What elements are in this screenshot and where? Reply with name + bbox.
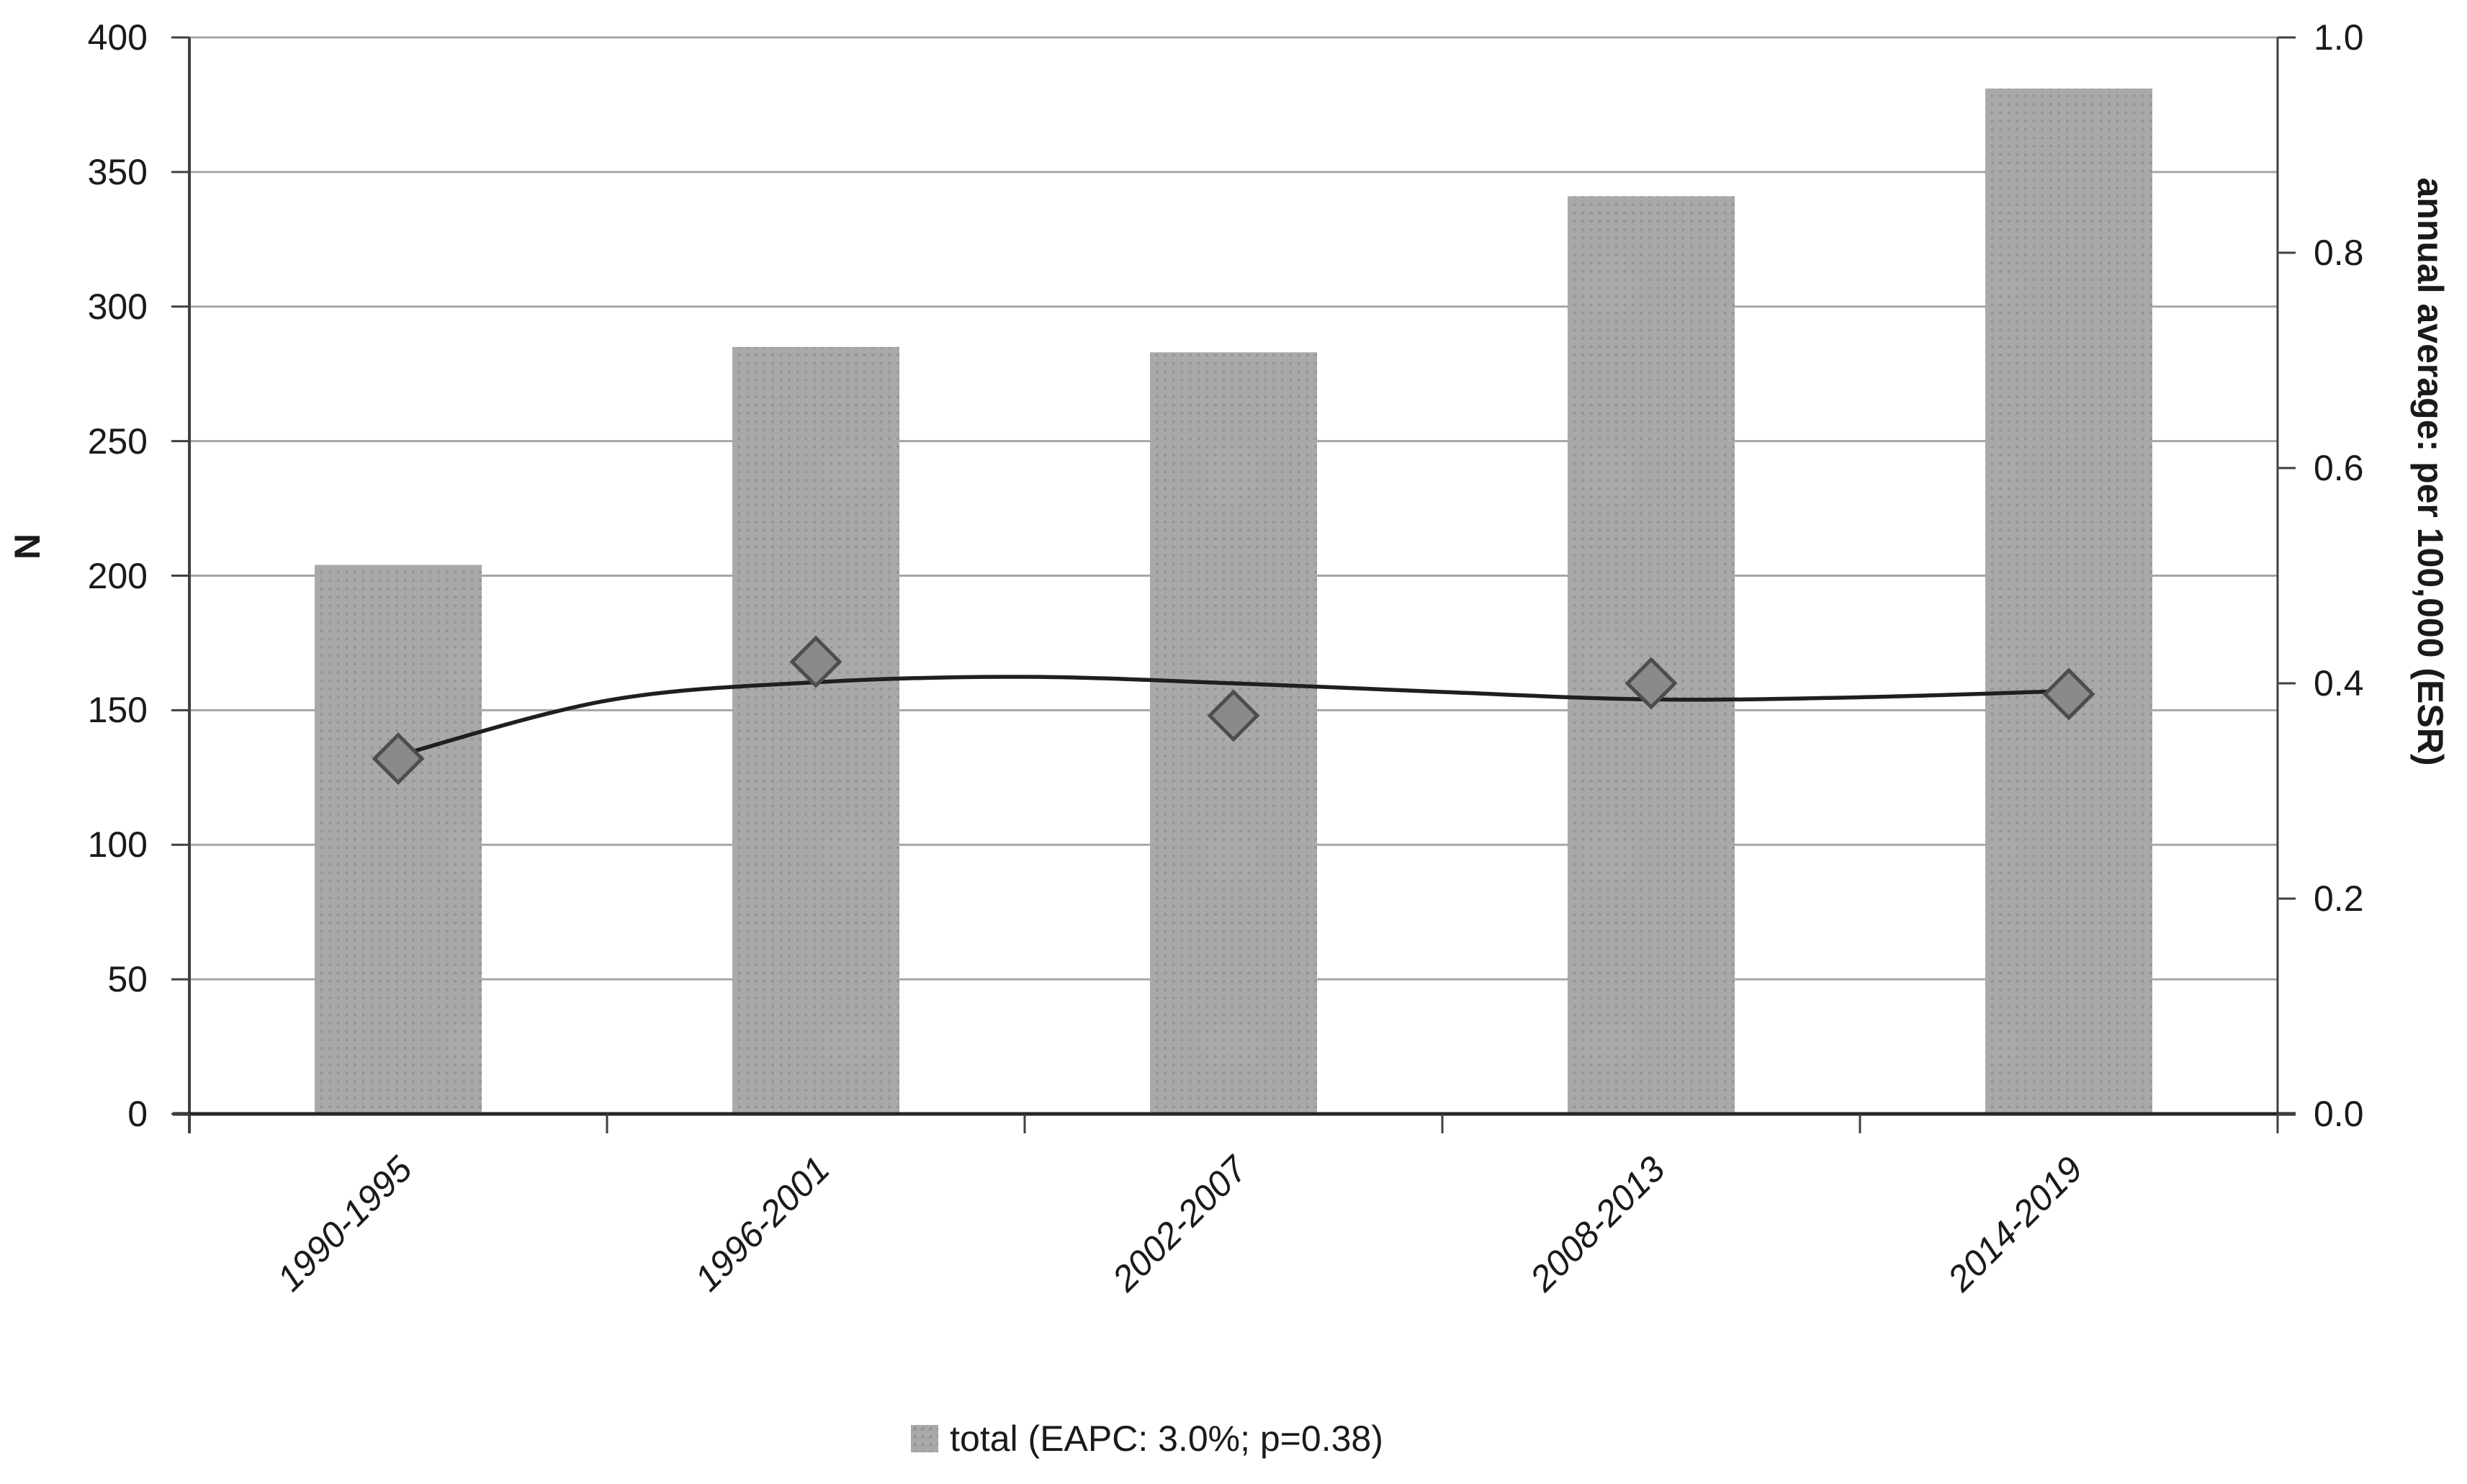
legend-label: total (EAPC: 3.0%; p=0.38) (950, 1418, 1383, 1459)
right-axis-tick-label: 1.0 (2314, 17, 2364, 58)
legend-bar-swatch-icon (911, 1425, 939, 1452)
left-axis-tick-label: 350 (87, 151, 148, 192)
trend-line (396, 675, 2071, 757)
axes-layer (171, 36, 2296, 1133)
right-axis-title: annual average: per 100,000 (ESR) (2410, 177, 2450, 766)
diamond-marker-2008-2013 (1625, 657, 1678, 710)
left-axis-tick-label: 300 (87, 286, 148, 327)
left-axis-tick-label: 100 (87, 824, 148, 865)
right-axis-tick-label: 0.0 (2314, 1094, 2364, 1134)
bar-1996-2001 (732, 346, 899, 1114)
left-axis-tick-label: 0 (127, 1094, 148, 1134)
right-axis-tick-label: 0.8 (2314, 233, 2364, 273)
trend-line-layer (396, 675, 2071, 757)
left-axis-tick-label: 200 (87, 555, 148, 596)
left-axis-tick-label: 50 (107, 959, 148, 1000)
bar-2014-2019 (1985, 89, 2152, 1115)
diamond-marker-2002-2007 (1207, 689, 1260, 742)
left-axis-tick-label: 400 (87, 17, 148, 58)
right-axis-tick-label: 0.2 (2314, 878, 2364, 919)
diamond-markers-layer (372, 635, 2095, 786)
bar-1990-1995 (315, 565, 482, 1114)
left-axis-tick-label: 250 (87, 421, 148, 462)
left-axis-tick-label: 150 (87, 690, 148, 731)
right-axis-tick-label: 0.4 (2314, 663, 2364, 703)
bars-layer (315, 89, 2152, 1115)
diamond-marker-1996-2001 (789, 635, 842, 688)
diamond-marker-1990-1995 (372, 732, 425, 786)
diamond-marker-2014-2019 (2042, 667, 2095, 721)
bar-2008-2013 (1568, 196, 1735, 1115)
left-axis-title: N (7, 533, 48, 560)
right-axis-tick-label: 0.6 (2314, 448, 2364, 488)
legend: total (EAPC: 3.0%; p=0.38) (0, 1410, 2381, 1467)
